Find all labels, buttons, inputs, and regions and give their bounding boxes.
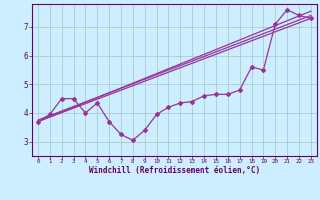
X-axis label: Windchill (Refroidissement éolien,°C): Windchill (Refroidissement éolien,°C) xyxy=(89,166,260,175)
